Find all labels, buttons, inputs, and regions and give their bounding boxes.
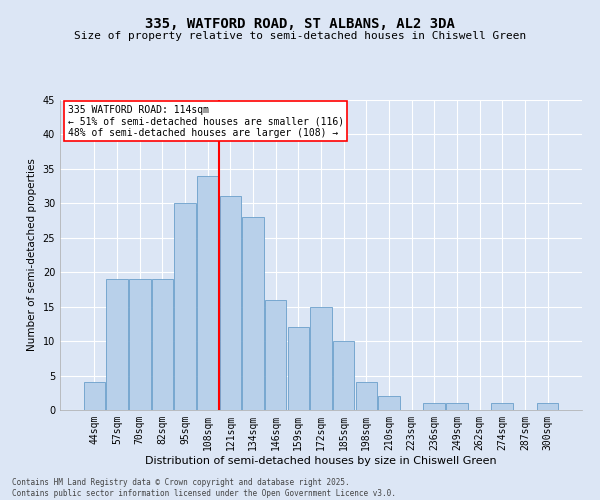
Bar	[333, 341, 355, 410]
Bar	[152, 279, 173, 410]
Bar	[106, 279, 128, 410]
Bar	[84, 382, 105, 410]
Bar	[265, 300, 286, 410]
Bar	[378, 396, 400, 410]
Bar	[537, 403, 558, 410]
X-axis label: Distribution of semi-detached houses by size in Chiswell Green: Distribution of semi-detached houses by …	[145, 456, 497, 466]
Bar	[287, 328, 309, 410]
Bar	[424, 403, 445, 410]
Bar	[175, 204, 196, 410]
Text: Contains HM Land Registry data © Crown copyright and database right 2025.
Contai: Contains HM Land Registry data © Crown c…	[12, 478, 396, 498]
Bar	[242, 217, 264, 410]
Bar	[220, 196, 241, 410]
Text: 335 WATFORD ROAD: 114sqm
← 51% of semi-detached houses are smaller (116)
48% of : 335 WATFORD ROAD: 114sqm ← 51% of semi-d…	[68, 104, 344, 138]
Bar	[446, 403, 467, 410]
Y-axis label: Number of semi-detached properties: Number of semi-detached properties	[27, 158, 37, 352]
Bar	[310, 306, 332, 410]
Text: Size of property relative to semi-detached houses in Chiswell Green: Size of property relative to semi-detach…	[74, 31, 526, 41]
Bar	[491, 403, 513, 410]
Bar	[356, 382, 377, 410]
Bar	[197, 176, 218, 410]
Bar	[129, 279, 151, 410]
Text: 335, WATFORD ROAD, ST ALBANS, AL2 3DA: 335, WATFORD ROAD, ST ALBANS, AL2 3DA	[145, 18, 455, 32]
